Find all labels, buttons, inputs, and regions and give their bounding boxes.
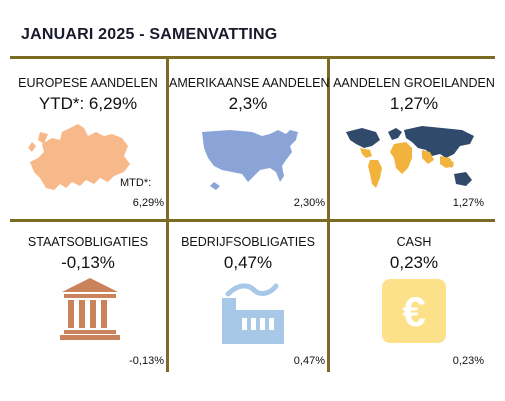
note-value: 2,30% (293, 197, 325, 209)
cell-label: AANDELEN GROEILANDEN (333, 76, 495, 90)
factory-icon (218, 280, 286, 344)
ytd-value: 2,3% (228, 94, 268, 113)
top-divider (10, 56, 495, 59)
note-value: 1,27% (452, 197, 484, 209)
ytd-value: 1,27% (389, 94, 439, 113)
usa-map-icon (200, 126, 300, 192)
svg-text:€: € (402, 288, 425, 335)
note-value: 0,47% (293, 355, 325, 367)
middle-divider (10, 219, 495, 222)
page-title: JANUARI 2025 - SAMENVATTING (21, 26, 278, 43)
ytd-value: 0,47% (223, 253, 273, 272)
left-column-divider (166, 56, 169, 372)
cell-label: CASH (396, 235, 432, 249)
europe-map-icon (26, 122, 134, 194)
note-value: 6,29% (132, 197, 164, 209)
cell-emerging-markets: AANDELEN GROEILANDEN 1,27% (330, 76, 498, 114)
mtd-label: MTD*: (120, 177, 152, 189)
ytd-value: -0,13% (61, 253, 115, 272)
cell-cash: CASH 0,23% (330, 235, 498, 273)
right-column-divider (327, 56, 330, 372)
world-map-icon (342, 124, 482, 194)
note-value: -0,13% (129, 355, 164, 367)
cell-label: STAATSOBLIGATIES (27, 235, 149, 249)
note-value: 0,23% (452, 355, 484, 367)
cell-american-equities: AMERIKAANSE AANDELEN 2,3% (169, 76, 330, 114)
cell-european-equities: EUROPESE AANDELEN YTD*: 6,29% (10, 76, 166, 114)
cell-label: BEDRIJFSOBLIGATIES (181, 235, 315, 249)
ytd-value: 0,23% (389, 253, 439, 272)
government-building-icon (60, 278, 120, 340)
cell-label: AMERIKAANSE AANDELEN (169, 76, 330, 90)
ytd-value: YTD*: 6,29% (38, 94, 138, 113)
cell-corporate-bonds: BEDRIJFSOBLIGATIES 0,47% (169, 235, 327, 273)
euro-icon: € (382, 279, 446, 343)
cell-government-bonds: STAATSOBLIGATIES -0,13% (10, 235, 166, 273)
cell-label: EUROPESE AANDELEN (18, 76, 158, 90)
